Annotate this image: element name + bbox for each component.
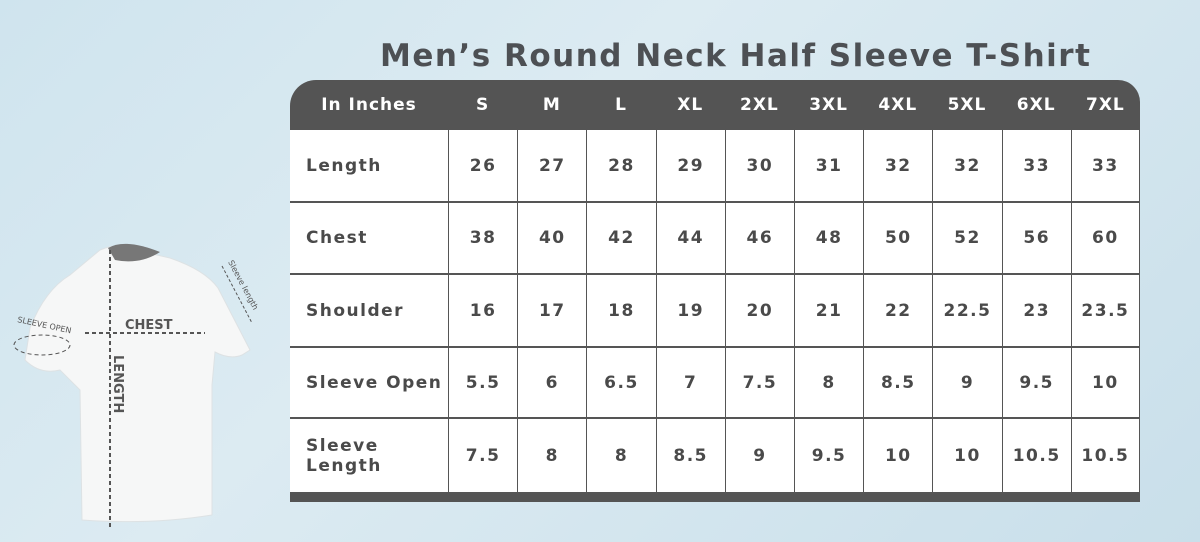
cell-value: 9.5 [1001, 348, 1071, 417]
row-label: Chest [306, 228, 368, 248]
cell-value: 6.5 [586, 348, 655, 417]
cell-value: 42 [586, 203, 655, 273]
cell-value: 8 [793, 348, 863, 417]
table-row: Length 26 27 28 29 30 31 32 32 33 33 [290, 130, 1140, 203]
table-row: Sleeve Open 5.5 6 6.5 7 7.5 8 8.5 9 9.5 10 [290, 348, 1140, 419]
cell-value: 7.5 [724, 348, 794, 417]
cell-value: 23.5 [1070, 275, 1140, 346]
size-header: M [542, 95, 561, 115]
cell-value: 33 [1070, 130, 1140, 201]
cell-value: 50 [863, 203, 932, 273]
table-row: Shoulder 16 17 18 19 20 21 22 22.5 23 23.5 [290, 275, 1140, 348]
cell-value: 23 [1001, 275, 1071, 346]
row-label: Shoulder [306, 300, 405, 321]
row-label: Length [306, 155, 382, 176]
table-footer-bar [290, 494, 1140, 502]
cell-value: 19 [655, 275, 725, 346]
sleeve-length-label: Sleeve length [226, 259, 260, 312]
cell-value: 33 [1001, 130, 1071, 201]
cell-value: 22.5 [932, 275, 1001, 346]
cell-value: 10.5 [1001, 419, 1071, 492]
size-header: 2XL [740, 95, 779, 115]
cell-value: 17 [517, 275, 586, 346]
cell-value: 8.5 [863, 348, 932, 417]
cell-value: 18 [586, 275, 655, 346]
cell-value: 22 [863, 275, 932, 346]
cell-value: 52 [932, 203, 1001, 273]
row-label: Sleeve Length [306, 435, 382, 476]
size-header: 4XL [878, 95, 918, 115]
row-label: Sleeve Open [306, 372, 443, 393]
cell-value: 21 [793, 275, 863, 346]
size-chart-table: In Inches S M L XL 2XL 3XL 4XL 5XL 6XL 7… [290, 80, 1140, 502]
table-row: Chest 38 40 42 44 46 48 50 52 56 60 [290, 203, 1140, 275]
cell-value: 10 [1070, 348, 1140, 417]
size-header: 3XL [809, 95, 848, 115]
cell-value: 26 [448, 130, 517, 201]
cell-value: 10 [932, 419, 1001, 492]
cell-value: 6 [517, 348, 586, 417]
cell-value: 5.5 [448, 348, 517, 417]
length-label: LENGTH [110, 355, 125, 413]
cell-value: 9 [932, 348, 1001, 417]
cell-value: 10.5 [1070, 419, 1140, 492]
cell-value: 40 [517, 203, 586, 273]
table-row: Sleeve Length 7.5 8 8 8.5 9 9.5 10 10 10.5 10.5 [290, 419, 1140, 494]
cell-value: 29 [655, 130, 725, 201]
size-header: 5XL [947, 95, 987, 115]
cell-value: 8 [517, 419, 586, 492]
cell-value: 16 [448, 275, 517, 346]
cell-value: 32 [863, 130, 932, 201]
cell-value: 8 [586, 419, 655, 492]
cell-value: 9 [724, 419, 794, 492]
tshirt-diagram: CHEST LENGTH SLEEVE OPEN Sleeve length [13, 243, 260, 530]
size-header: 6XL [1016, 95, 1056, 115]
cell-value: 38 [448, 203, 517, 273]
page-title: Men’s Round Neck Half Sleeve T-Shirt [380, 38, 1092, 74]
cell-value: 20 [724, 275, 794, 346]
unit-header: In Inches [321, 95, 417, 115]
cell-value: 28 [586, 130, 655, 201]
cell-value: 7.5 [448, 419, 517, 492]
cell-value: 48 [793, 203, 863, 273]
cell-value: 9.5 [793, 419, 863, 492]
cell-value: 10 [863, 419, 932, 492]
size-header: 7XL [1086, 95, 1125, 115]
cell-value: 56 [1001, 203, 1071, 273]
size-header: XL [677, 95, 704, 115]
cell-value: 46 [724, 203, 794, 273]
cell-value: 60 [1070, 203, 1140, 273]
cell-value: 32 [932, 130, 1001, 201]
cell-value: 27 [517, 130, 586, 201]
cell-value: 44 [655, 203, 725, 273]
cell-value: 31 [793, 130, 863, 201]
chest-label: CHEST [125, 318, 173, 333]
table-header: In Inches S M L XL 2XL 3XL 4XL 5XL 6XL 7… [290, 80, 1140, 130]
size-header: S [475, 95, 490, 115]
cell-value: 30 [724, 130, 794, 201]
size-header: L [615, 95, 627, 115]
cell-value: 7 [655, 348, 725, 417]
cell-value: 8.5 [655, 419, 725, 492]
